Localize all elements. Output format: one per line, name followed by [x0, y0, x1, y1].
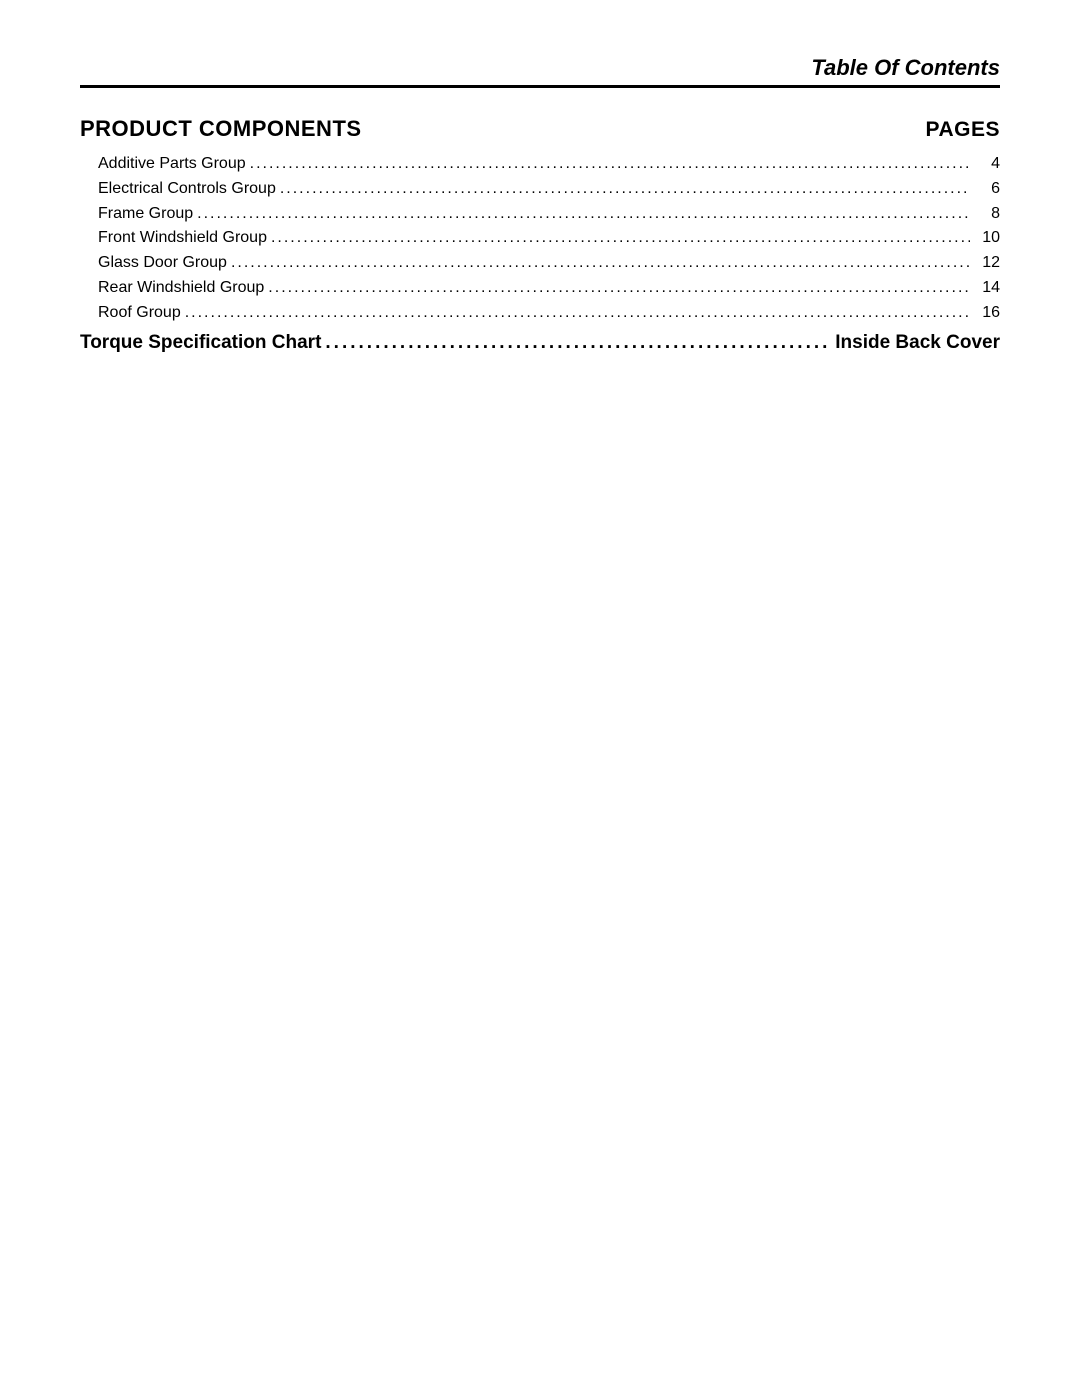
- toc-label: Roof Group: [98, 301, 181, 326]
- toc-page-number: 16: [974, 301, 1000, 326]
- toc-row: Roof Group 16: [98, 301, 1000, 326]
- toc-label: Glass Door Group: [98, 251, 227, 276]
- toc-row: Electrical Controls Group 6: [98, 177, 1000, 202]
- page: Table Of Contents PRODUCT COMPONENTS PAG…: [0, 0, 1080, 397]
- toc-label: Front Windshield Group: [98, 226, 267, 251]
- toc-row: Glass Door Group 12: [98, 251, 1000, 276]
- toc-row: Rear Windshield Group 14: [98, 276, 1000, 301]
- toc-label: Additive Parts Group: [98, 152, 246, 177]
- section-title: PRODUCT COMPONENTS: [80, 116, 362, 142]
- toc-page-number: Inside Back Cover: [835, 328, 1000, 357]
- toc-leader-dots: [325, 328, 831, 357]
- toc-leader-dots: [280, 177, 970, 202]
- toc-page-number: 10: [974, 226, 1000, 251]
- toc-leader-dots: [197, 202, 970, 227]
- toc-row: Additive Parts Group 4: [98, 152, 1000, 177]
- toc-leader-dots: [250, 152, 970, 177]
- toc-page-number: 4: [974, 152, 1000, 177]
- toc-row-bold: Torque Specification Chart Inside Back C…: [80, 328, 1000, 357]
- toc-page-number: 12: [974, 251, 1000, 276]
- toc-leader-dots: [185, 301, 970, 326]
- toc-leader-dots: [231, 251, 970, 276]
- toc-leader-dots: [268, 276, 970, 301]
- toc-label: Frame Group: [98, 202, 193, 227]
- toc-list: Additive Parts Group 4 Electrical Contro…: [80, 152, 1000, 357]
- pages-column-label: PAGES: [926, 118, 1000, 142]
- toc-page-number: 14: [974, 276, 1000, 301]
- toc-label: Rear Windshield Group: [98, 276, 264, 301]
- toc-label: Torque Specification Chart: [80, 328, 321, 357]
- toc-row: Frame Group 8: [98, 202, 1000, 227]
- toc-label: Electrical Controls Group: [98, 177, 276, 202]
- toc-page-number: 8: [974, 202, 1000, 227]
- toc-page-number: 6: [974, 177, 1000, 202]
- toc-leader-dots: [271, 226, 970, 251]
- section-header: PRODUCT COMPONENTS PAGES: [80, 116, 1000, 142]
- toc-row: Front Windshield Group 10: [98, 226, 1000, 251]
- page-header-title: Table Of Contents: [80, 55, 1000, 88]
